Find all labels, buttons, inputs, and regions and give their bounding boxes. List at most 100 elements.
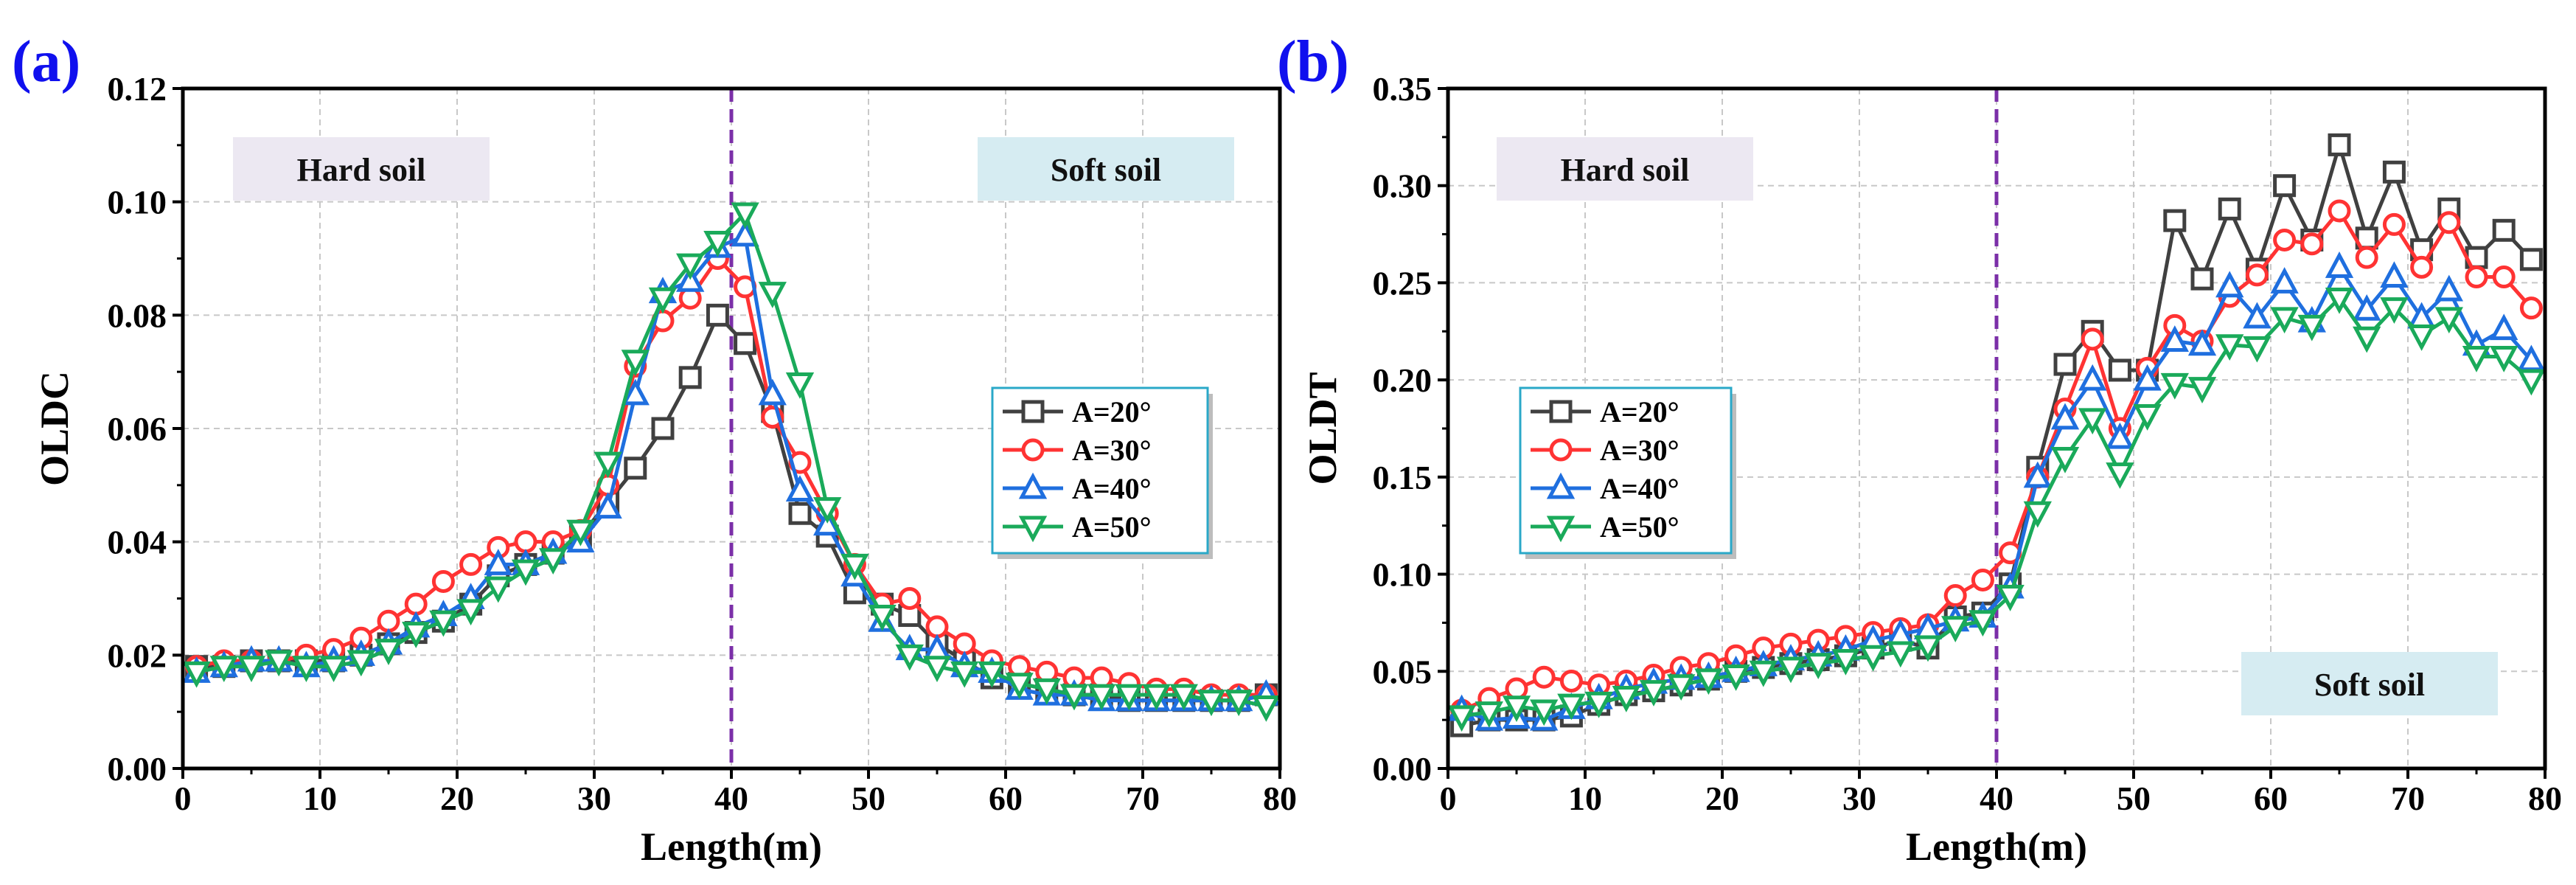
series-line	[1461, 209, 2533, 712]
data-point	[2245, 263, 2269, 287]
data-point	[514, 530, 537, 554]
data-point	[1694, 668, 1723, 695]
data-point	[898, 604, 922, 628]
y-tick-label: 0.00	[108, 750, 167, 788]
data-point	[2243, 302, 2272, 329]
x-tick-label: 20	[1705, 780, 1739, 817]
y-axis-label: OLDC	[32, 371, 77, 486]
y-tick-label: 0.10	[1373, 556, 1433, 594]
data-point	[2490, 346, 2518, 372]
x-tick-label: 40	[1980, 780, 2013, 817]
data-point	[2106, 462, 2134, 489]
soil-label: Soft soil	[1051, 152, 1161, 188]
data-point	[2382, 212, 2406, 236]
data-point	[2325, 251, 2354, 278]
data-point	[484, 576, 512, 603]
legend-marker	[1546, 516, 1576, 543]
data-point	[788, 502, 812, 525]
panel-a: Hard soil Soft soil 0 10 20 30 40 50 60 70 80 0.00 0…	[12, 30, 1297, 869]
data-point	[953, 632, 976, 656]
data-point	[2023, 461, 2052, 488]
data-point	[1804, 653, 1833, 680]
data-point	[209, 656, 238, 682]
data-point	[456, 599, 485, 626]
data-point	[898, 587, 922, 610]
data-point	[734, 332, 757, 355]
y-tick-label: 0.02	[108, 636, 167, 674]
data-point	[593, 451, 622, 479]
data-point	[1142, 684, 1171, 711]
data-point	[2492, 218, 2516, 242]
y-tick-label: 0.25	[1373, 264, 1433, 302]
data-point	[2410, 255, 2434, 279]
legend-label: A=40°	[1072, 472, 1152, 505]
data-point	[1169, 684, 1198, 711]
data-point	[1557, 693, 1586, 721]
x-tick-label: 10	[303, 780, 337, 817]
data-point	[265, 650, 293, 677]
legend-label: A=50°	[1600, 510, 1679, 544]
x-tick-label: 30	[577, 780, 611, 817]
data-point	[1612, 686, 1640, 712]
data-point	[2270, 307, 2299, 334]
data-point	[1913, 635, 1943, 662]
data-point	[2215, 271, 2244, 298]
data-point	[758, 282, 787, 308]
data-point	[2437, 211, 2461, 235]
data-point	[2492, 266, 2516, 289]
data-point	[2050, 403, 2080, 430]
data-point	[2328, 199, 2351, 223]
data-point	[651, 417, 675, 440]
data-point	[922, 656, 952, 682]
data-point	[2187, 377, 2217, 403]
series-s50	[182, 202, 1281, 722]
data-point	[2050, 447, 2080, 473]
x-tick-label: 60	[989, 780, 1023, 817]
data-point	[1831, 648, 1860, 676]
data-point	[2328, 133, 2351, 156]
data-point	[2462, 346, 2491, 372]
series-line	[1461, 296, 2533, 718]
data-point	[2517, 369, 2546, 396]
data-point	[2465, 266, 2488, 289]
y-tick-label: 0.12	[108, 70, 167, 108]
data-point	[2078, 364, 2107, 391]
legend-label: A=40°	[1600, 472, 1679, 505]
data-point	[2490, 313, 2518, 341]
data-point	[2519, 296, 2543, 320]
data-point	[2106, 422, 2134, 449]
data-point	[2353, 294, 2381, 321]
x-tick-label: 40	[714, 780, 748, 817]
x-tick-label: 30	[1842, 780, 1876, 817]
y-tick-label: 0.05	[1373, 653, 1433, 690]
data-point	[377, 609, 400, 633]
legend-marker	[1018, 516, 1048, 543]
data-point	[1667, 674, 1696, 701]
x-tick-label: 0	[1440, 780, 1457, 817]
data-point	[1447, 705, 1476, 732]
data-point	[2407, 324, 2436, 351]
data-point	[1532, 665, 1556, 689]
y-axis-label: OLDT	[1301, 372, 1345, 485]
data-point	[237, 656, 266, 682]
data-point	[2133, 404, 2162, 431]
y-tick-label: 0.30	[1373, 167, 1433, 205]
data-point	[678, 366, 702, 389]
data-point	[2160, 325, 2189, 352]
data-point	[1584, 691, 1613, 718]
data-point	[2133, 364, 2162, 391]
data-point	[703, 230, 732, 257]
data-point	[2023, 501, 2052, 528]
data-point	[758, 378, 787, 406]
data-point	[1639, 680, 1668, 707]
y-tick-label: 0.15	[1373, 459, 1433, 496]
data-point	[676, 253, 705, 280]
legend-label: A=20°	[1072, 395, 1152, 428]
data-point	[2380, 261, 2409, 288]
legend-marker	[1021, 438, 1045, 462]
data-point	[621, 378, 650, 406]
y-tick-label: 0.35	[1373, 70, 1433, 108]
data-point	[895, 644, 924, 671]
data-point	[2190, 267, 2214, 291]
data-point	[2160, 372, 2189, 400]
